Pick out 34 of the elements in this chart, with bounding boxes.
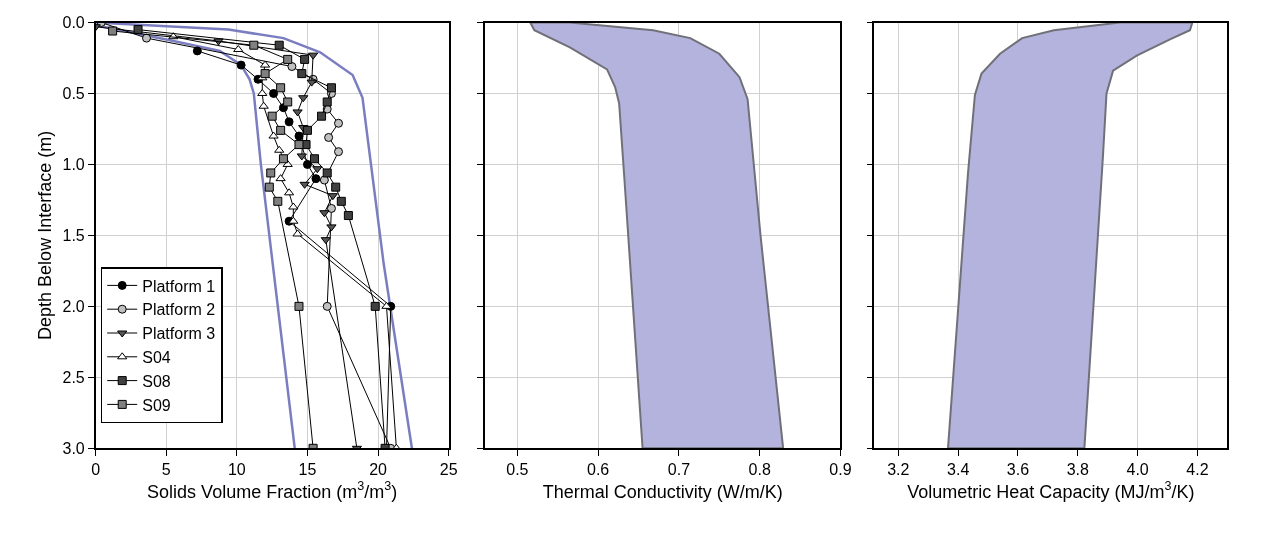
x-tick-label: 3.8 [1066,461,1090,479]
legend-label: Platform 1 [142,277,216,295]
legend-label: Platform 3 [142,325,216,343]
x-tick-label: 3.6 [1006,461,1030,479]
x-tick-label: 15 [298,461,317,479]
y-tick-label: 1.0 [62,156,85,174]
x-axis-title: Thermal Conductivity (W/m/K) [542,481,783,502]
x-tick-label: 5 [161,461,171,479]
x-tick-label: 3.4 [947,461,970,479]
y-tick-label: 2.5 [62,368,85,386]
x-tick-label: 10 [227,461,246,479]
y-tick-label: 3.0 [62,439,85,457]
y-tick-label: 0.5 [62,85,85,103]
x-tick-label: 4.0 [1126,461,1149,479]
x-tick-label: 0.6 [587,461,610,479]
x-tick-label: 0.5 [506,461,529,479]
y-tick-label: 0.0 [62,14,85,32]
x-axis-title: Volumetric Heat Capacity (MJ/m$^{3}$/K) [907,479,1195,502]
legend-label: Platform 2 [142,301,216,319]
y-tick-label: 2.0 [62,297,85,315]
x-tick-label: 0.8 [748,461,771,479]
x-axis-title: Solids Volume Fraction (m$^{3}$/m$^{3}$) [147,479,398,502]
x-tick-label: 20 [369,461,388,479]
x-tick-label: 3.2 [887,461,910,479]
x-tick-label: 0.7 [667,461,691,479]
legend-label: S08 [142,372,171,390]
legend-label: S09 [142,396,171,414]
x-tick-label: 0.9 [829,461,852,479]
x-tick-label: 0 [91,461,101,479]
y-tick-label: 1.5 [62,227,85,244]
legend-label: S04 [142,349,171,367]
y-axis-title: Depth Below Interface (m) [35,130,56,340]
x-tick-label: 25 [439,461,458,479]
x-tick-label: 4.2 [1186,461,1209,479]
